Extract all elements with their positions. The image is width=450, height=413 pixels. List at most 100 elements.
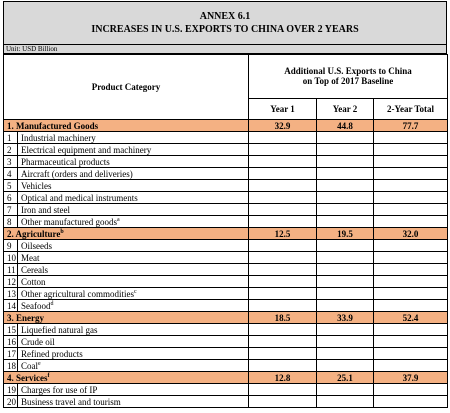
- label: Business travel and tourism: [21, 396, 121, 407]
- empty-cell: [316, 191, 375, 204]
- item-row: 5 Vehicles: [3, 179, 449, 192]
- empty-cell: [316, 395, 375, 408]
- header-text: on Top of 2017 Baseline: [302, 76, 394, 87]
- empty-cell: [373, 251, 449, 264]
- empty-cell: [248, 383, 318, 396]
- empty-cell: [248, 131, 318, 144]
- label: Meat: [21, 252, 40, 263]
- label-cell: Refined products: [16, 347, 250, 360]
- empty-cell: [373, 179, 449, 192]
- item-number: 13: [3, 287, 18, 300]
- empty-cell: [316, 275, 375, 288]
- label-cell: Industrial machinery: [16, 131, 250, 144]
- empty-cell: [248, 335, 318, 348]
- empty-cell: [373, 275, 449, 288]
- value-cell: 32.9: [248, 119, 318, 132]
- empty-cell: [373, 359, 449, 372]
- empty-cell: [373, 239, 449, 252]
- header-cell: Year 1: [248, 97, 318, 121]
- item-number: 11: [3, 263, 18, 276]
- item-row: 1 Industrial machinery: [3, 131, 449, 144]
- header-row: Year 1 Year 2 2-Year Total: [4, 97, 449, 121]
- footnote-mark: a: [116, 216, 120, 223]
- empty-cell: [248, 251, 318, 264]
- footnote-mark: f: [47, 372, 50, 379]
- label-cell: Business travel and tourism: [16, 395, 250, 408]
- label: Liquefied natural gas: [21, 324, 98, 335]
- item-row: 15 Liquefied natural gas: [3, 323, 449, 336]
- item-number: 9: [3, 239, 18, 252]
- empty-cell: [316, 155, 375, 168]
- label: Aircraft (orders and deliveries): [21, 168, 133, 179]
- empty-cell: [248, 299, 318, 312]
- item-number: 7: [3, 203, 18, 216]
- item-row: 13 Other agricultural commoditiesc: [3, 287, 449, 300]
- label: Refined products: [21, 348, 83, 359]
- value-cell: 52.4: [373, 311, 449, 324]
- label: Iron and steel: [21, 204, 70, 215]
- empty-cell: [316, 203, 375, 216]
- item-row: 10 Meat: [3, 251, 449, 264]
- empty-cell: [316, 335, 375, 348]
- empty-cell: [248, 275, 318, 288]
- empty-cell: [373, 383, 449, 396]
- label: Vehicles: [21, 180, 52, 191]
- label: Charges for use of IP: [21, 384, 98, 395]
- label: Coal: [21, 360, 38, 371]
- document: ANNEX 6.1 INCREASES IN U.S. EXPORTS TO C…: [2, 1, 449, 408]
- item-row: 19 Charges for use of IP: [3, 383, 449, 396]
- empty-cell: [373, 215, 449, 228]
- label: Oilseeds: [21, 240, 52, 251]
- empty-cell: [373, 287, 449, 300]
- item-number: 20: [3, 395, 18, 408]
- label-cell: 1. Manufactured Goods: [2, 119, 250, 132]
- empty-cell: [316, 359, 375, 372]
- section-row: 4. Servicesf 12.8 25.1 37.9: [2, 371, 449, 384]
- empty-cell: [248, 359, 318, 372]
- label-cell: Cereals: [16, 263, 250, 276]
- empty-cell: [316, 131, 375, 144]
- label-cell: Pharmaceutical products: [16, 155, 250, 168]
- title: ANNEX 6.1: [199, 11, 251, 22]
- header-cell: 2-Year Total: [373, 97, 449, 121]
- empty-cell: [248, 215, 318, 228]
- label-cell: Charges for use of IP: [16, 383, 250, 396]
- label-cell: 3. Energy: [2, 311, 250, 324]
- empty-cell: [373, 167, 449, 180]
- footnote-mark: d: [50, 300, 54, 307]
- item-number: 8: [3, 215, 18, 228]
- item-row: 4 Aircraft (orders and deliveries): [3, 167, 449, 180]
- item-number: 4: [3, 167, 18, 180]
- item-row: 17 Refined products: [3, 347, 449, 360]
- header-text: Additional U.S. Exports to China: [284, 66, 412, 77]
- item-row: 3 Pharmaceutical products: [3, 155, 449, 168]
- section-row: 1. Manufactured Goods 32.9 44.8 77.7: [2, 119, 449, 132]
- empty-cell: [316, 323, 375, 336]
- empty-cell: [248, 263, 318, 276]
- empty-cell: [316, 167, 375, 180]
- label-cell: Crude oil: [16, 335, 250, 348]
- item-row: 7 Iron and steel: [3, 203, 449, 216]
- label-cell: 4. Servicesf: [2, 371, 250, 384]
- item-number: 1: [3, 131, 18, 144]
- value-cell: 12.8: [248, 371, 318, 384]
- title: INCREASES IN U.S. EXPORTS TO CHINA OVER …: [91, 24, 359, 35]
- empty-cell: [316, 215, 375, 228]
- label: 2. Agriculture: [7, 228, 61, 239]
- empty-cell: [248, 155, 318, 168]
- empty-cell: [373, 395, 449, 408]
- label-cell: Vehicles: [16, 179, 250, 192]
- item-number: 19: [3, 383, 18, 396]
- section-row: 3. Energy 18.5 33.9 52.4: [2, 311, 449, 324]
- label: Electrical equipment and machinery: [21, 144, 152, 155]
- item-number: 6: [3, 191, 18, 204]
- title-box: ANNEX 6.1 INCREASES IN U.S. EXPORTS TO C…: [3, 1, 447, 45]
- table: Product Category Additional U.S. Exports…: [2, 54, 449, 408]
- empty-cell: [373, 203, 449, 216]
- label-cell: 2. Agricultureb: [2, 227, 250, 240]
- item-row: 9 Oilseeds: [3, 239, 449, 252]
- label: Cereals: [21, 264, 48, 275]
- empty-cell: [373, 263, 449, 276]
- value-cell: 19.5: [316, 227, 375, 240]
- label-cell: Other manufactured goodsa: [16, 215, 250, 228]
